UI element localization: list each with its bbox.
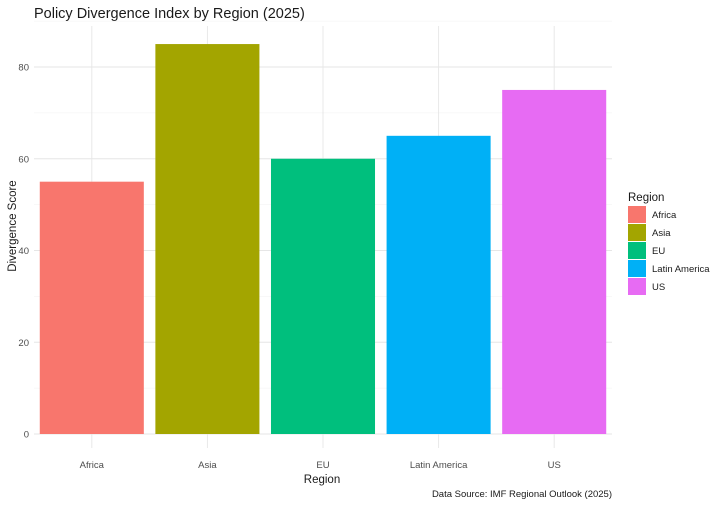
legend-swatch [628, 260, 646, 277]
y-tick-label: 40 [18, 246, 29, 257]
x-tick-label: Africa [80, 460, 105, 471]
y-axis-label: Divergence Score [7, 180, 19, 271]
legend-swatch [628, 224, 646, 241]
legend-item: Latin America [628, 260, 710, 277]
bar-africa [39, 181, 144, 434]
x-tick-label: Asia [198, 460, 217, 471]
y-axis-ticks: 0 20 40 60 80 [18, 63, 29, 441]
y-tick-label: 0 [24, 430, 29, 441]
x-axis-label: Region [304, 474, 340, 486]
bar-latin-america [386, 135, 491, 434]
legend-item: EU [628, 242, 665, 259]
legend-label: US [652, 282, 665, 293]
x-tick-label: US [548, 460, 561, 471]
legend-item: Asia [628, 224, 671, 241]
legend-swatch [628, 242, 646, 259]
legend: Region Africa Asia EU Latin America US [628, 192, 710, 295]
bar-eu [270, 158, 376, 434]
x-tick-label: Latin America [410, 460, 468, 471]
legend-label: EU [652, 246, 665, 257]
chart-title: Policy Divergence Index by Region (2025) [34, 6, 305, 22]
y-tick-label: 20 [18, 338, 29, 349]
legend-swatch [628, 206, 646, 223]
legend-label: Africa [652, 210, 677, 221]
legend-swatch [628, 278, 646, 295]
y-tick-label: 80 [18, 63, 29, 74]
legend-label: Latin America [652, 264, 710, 275]
legend-title: Region [628, 192, 664, 204]
bar-us [502, 89, 607, 434]
x-axis-ticks: Africa Asia EU Latin America US [80, 460, 561, 471]
bars [39, 44, 607, 434]
legend-label: Asia [652, 228, 671, 239]
legend-entries: Africa Asia EU Latin America US [628, 206, 710, 295]
bar-asia [155, 44, 260, 434]
legend-item: Africa [628, 206, 677, 223]
legend-item: US [628, 278, 665, 295]
y-tick-label: 60 [18, 154, 29, 165]
chart-caption: Data Source: IMF Regional Outlook (2025) [432, 489, 612, 500]
x-tick-label: EU [316, 460, 329, 471]
